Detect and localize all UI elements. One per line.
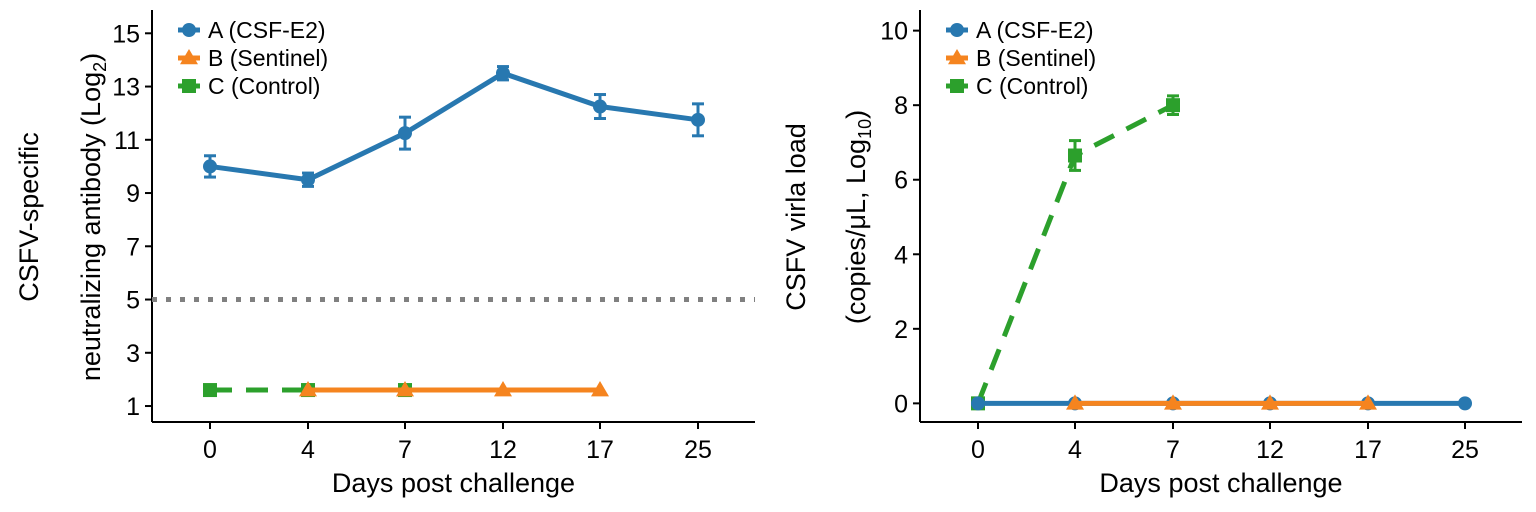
x-tick-label: 0 xyxy=(971,436,985,464)
legend-item-C: C (Control) xyxy=(178,73,320,99)
y-axis-label-line2: (copies/μL, Log10) xyxy=(841,110,875,324)
y-axis-label-line2: neutralizing antibody (Log2) xyxy=(76,53,110,381)
legend-marker xyxy=(950,79,964,93)
y-tick-label: 8 xyxy=(894,92,908,120)
legend-marker xyxy=(180,49,198,65)
data-point-A xyxy=(203,159,217,174)
series-line-A xyxy=(209,70,699,183)
x-tick-label: 0 xyxy=(203,436,217,464)
data-point-A xyxy=(971,396,985,411)
data-point-A xyxy=(1458,396,1472,411)
legend-marker xyxy=(182,79,196,93)
y-tick-label: 9 xyxy=(126,180,140,208)
y-tick-label: 3 xyxy=(126,340,140,368)
y-axis-label-subscript: 2 xyxy=(90,62,110,72)
data-point-B xyxy=(1164,394,1182,410)
data-point-B xyxy=(396,381,414,397)
y-tick-label: 7 xyxy=(126,233,140,261)
data-point-B xyxy=(1066,394,1084,410)
x-tick-label: 17 xyxy=(1354,436,1382,464)
legend-item-B: B (Sentinel) xyxy=(946,45,1096,71)
data-point-B xyxy=(494,381,512,397)
legend-label: C (Control) xyxy=(976,73,1088,99)
x-tick-label: 12 xyxy=(489,436,517,464)
y-tick-label: 13 xyxy=(112,74,140,102)
x-tick-label: 4 xyxy=(301,436,315,464)
series-A xyxy=(203,65,705,188)
data-point-A xyxy=(398,126,412,141)
legend-item-C: C (Control) xyxy=(946,73,1088,99)
legend-item-A: A (CSF-E2) xyxy=(178,17,326,43)
x-tick-label: 4 xyxy=(1068,436,1082,464)
legend-label: A (CSF-E2) xyxy=(208,17,326,43)
legend-marker xyxy=(182,23,196,37)
series-B xyxy=(299,381,609,397)
data-point-B xyxy=(591,381,609,397)
x-tick-label: 25 xyxy=(1451,436,1479,464)
legend-item-B: B (Sentinel) xyxy=(178,45,328,71)
legend-item-A: A (CSF-E2) xyxy=(946,17,1094,43)
y-tick-label: 1 xyxy=(126,393,140,421)
data-point-C xyxy=(1166,98,1180,113)
panel-right-viral-load: 0 2 4 6 8 10 0 4 7 12 17 25 Days post challenge CSFV … xyxy=(781,10,1522,498)
series-B xyxy=(1066,394,1377,410)
y-axis-label-text: (copies/μL, Log xyxy=(841,139,871,324)
y-axis-label-subscript: 10 xyxy=(855,119,875,139)
data-point-B xyxy=(299,381,317,397)
series-C xyxy=(971,94,1180,411)
x-tick-label: 17 xyxy=(586,436,614,464)
y-tick-label: 6 xyxy=(894,167,908,195)
legend-label: B (Sentinel) xyxy=(208,45,328,71)
y-tick-label: 2 xyxy=(894,316,908,344)
x-tick-label: 12 xyxy=(1256,436,1284,464)
legend-marker xyxy=(948,49,966,65)
legend-label: B (Sentinel) xyxy=(976,45,1096,71)
data-point-A xyxy=(496,66,510,81)
y-axis-label-text: neutralizing antibody (Log xyxy=(76,72,106,381)
data-point-A xyxy=(691,112,705,127)
y-tick-label: 4 xyxy=(894,241,908,269)
data-point-C xyxy=(1068,148,1082,163)
data-point-B xyxy=(1359,394,1377,410)
x-axis-label: Days post challenge xyxy=(1099,468,1342,498)
y-axis-label-close: ) xyxy=(76,53,106,62)
x-tick-label: 7 xyxy=(398,436,412,464)
x-axis-label: Days post challenge xyxy=(332,468,575,498)
y-tick-label: 11 xyxy=(114,127,140,155)
data-point-B xyxy=(1261,394,1279,410)
x-tick-label: 7 xyxy=(1166,436,1180,464)
y-axis-label-close: ) xyxy=(841,110,871,119)
y-axis-label-line1: CSFV virla load xyxy=(781,123,811,311)
data-point-A xyxy=(593,99,607,114)
y-tick-label: 15 xyxy=(112,20,140,48)
data-point-A xyxy=(301,172,315,187)
y-tick-label: 0 xyxy=(894,390,908,418)
legend-label: C (Control) xyxy=(208,73,320,99)
data-point-C xyxy=(203,383,217,398)
legend-label: A (CSF-E2) xyxy=(976,17,1094,43)
y-axis-label-line1: CSFV-specific xyxy=(14,132,44,302)
y-tick-label: 5 xyxy=(126,287,140,315)
x-tick-label: 25 xyxy=(684,436,712,464)
y-tick-label: 10 xyxy=(880,18,908,46)
legend-marker xyxy=(950,23,964,37)
